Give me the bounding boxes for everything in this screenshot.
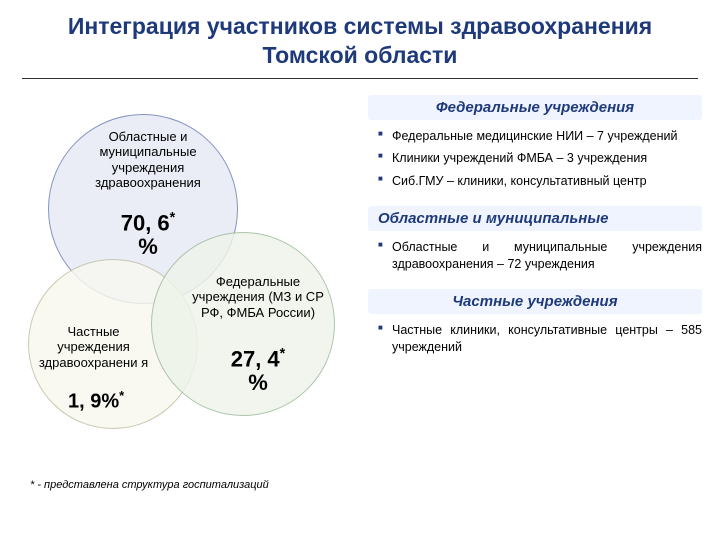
section-header-private: Частные учреждения bbox=[368, 289, 702, 314]
pct-regional: 70, 6* % bbox=[113, 211, 183, 260]
pct-federal-suf: % bbox=[248, 370, 268, 395]
pct-federal: 27, 4* % bbox=[223, 347, 293, 396]
venn-diagram: Областные и муниципальные учреждения здр… bbox=[18, 89, 358, 449]
footnote: * - представлена структура госпитализаци… bbox=[30, 479, 269, 491]
regional-list: Областные и муниципальные учреждения здр… bbox=[368, 237, 702, 283]
pct-federal-num: 27, 4 bbox=[231, 346, 280, 371]
label-federal: Федеральные учреждения (МЗ и СР РФ, ФМБА… bbox=[188, 274, 328, 321]
asterisk-icon: * bbox=[119, 388, 124, 403]
list-item: Сиб.ГМУ – клиники, консультативный центр bbox=[378, 173, 702, 190]
list-item: Федеральные медицинские НИИ – 7 учрежден… bbox=[378, 128, 702, 145]
asterisk-icon: * bbox=[170, 210, 176, 226]
pct-regional-num: 70, 6 bbox=[121, 210, 170, 235]
label-regional: Областные и муниципальные учреждения здр… bbox=[78, 129, 218, 191]
label-private: Частные учреждения здравоохранени я bbox=[36, 324, 151, 371]
pct-regional-suf: % bbox=[138, 234, 158, 259]
section-header-regional: Областные и муниципальные bbox=[368, 206, 702, 231]
content-area: Областные и муниципальные учреждения здр… bbox=[0, 89, 720, 519]
section-header-federal: Федеральные учреждения bbox=[368, 95, 702, 120]
list-item: Областные и муниципальные учреждения здр… bbox=[378, 239, 702, 273]
text-panel: Федеральные учреждения Федеральные медиц… bbox=[358, 89, 702, 519]
pct-private-num: 1, 9% bbox=[68, 390, 119, 412]
list-item: Клиники учреждений ФМБА – 3 учреждения bbox=[378, 150, 702, 167]
venn-panel: Областные и муниципальные учреждения здр… bbox=[18, 89, 358, 519]
page-title: Интеграция участников системы здравоохра… bbox=[0, 0, 720, 78]
title-underline bbox=[22, 78, 699, 79]
private-list: Частные клиники, консультативные центры … bbox=[368, 320, 702, 366]
list-item: Частные клиники, консультативные центры … bbox=[378, 322, 702, 356]
federal-list: Федеральные медицинские НИИ – 7 учрежден… bbox=[368, 126, 702, 201]
asterisk-icon: * bbox=[280, 346, 286, 362]
pct-private: 1, 9%* bbox=[68, 389, 124, 413]
